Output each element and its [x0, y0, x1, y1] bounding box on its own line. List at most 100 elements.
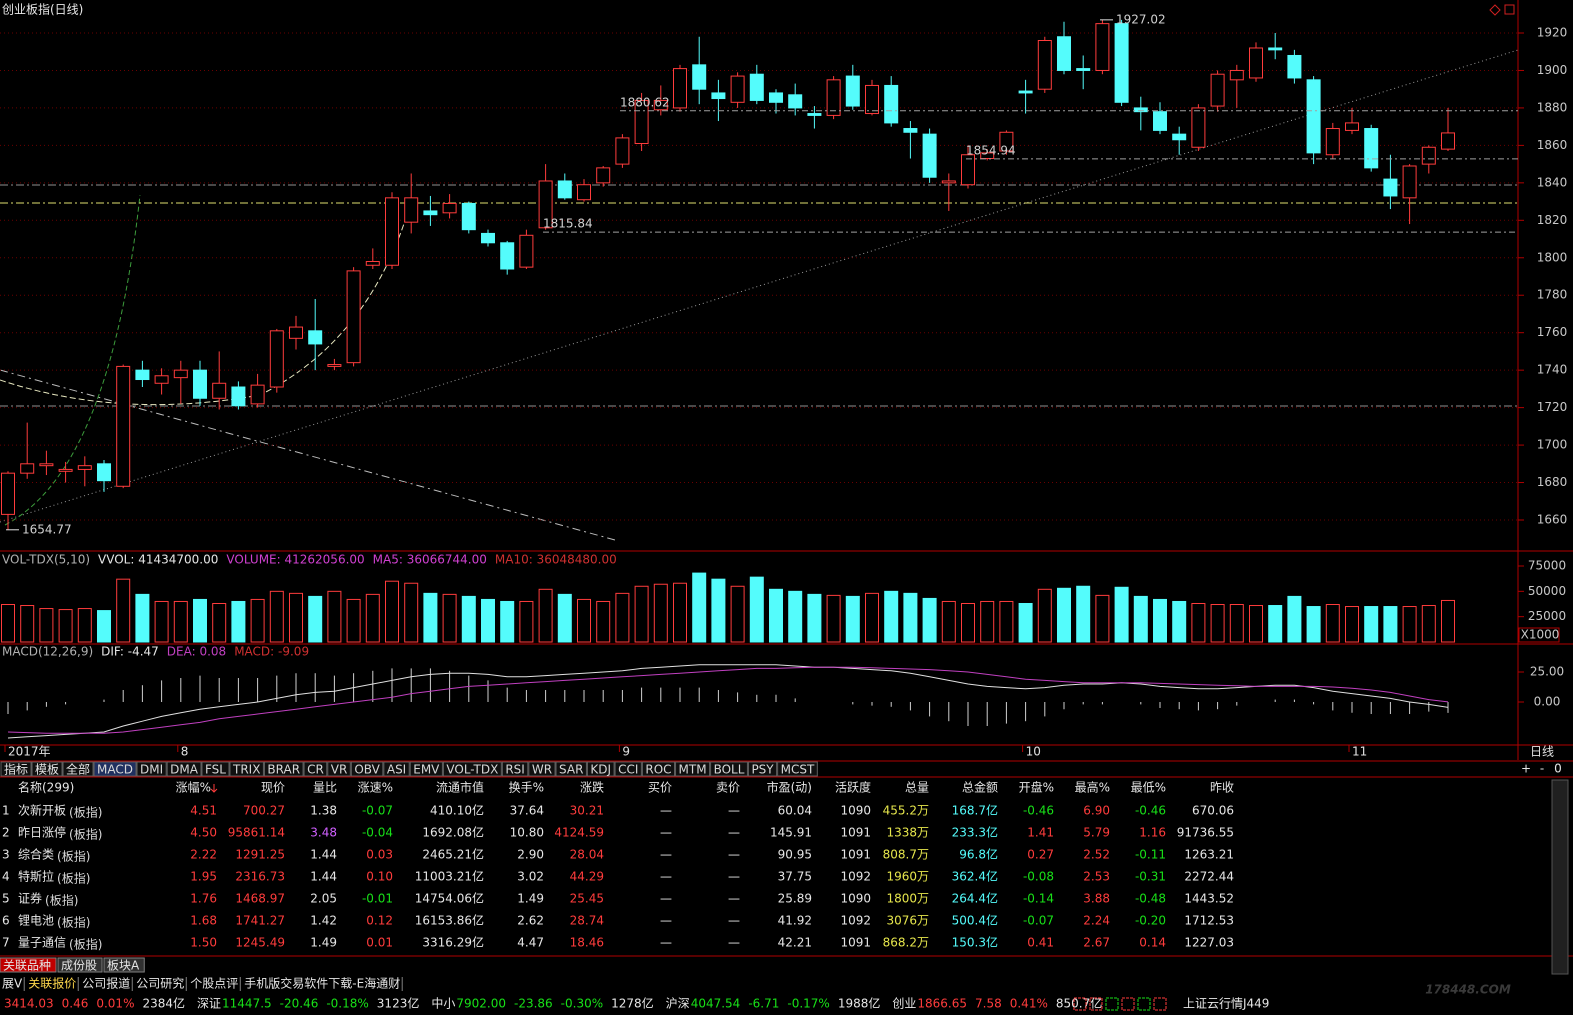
- table-cell: 150.3亿: [952, 935, 998, 950]
- indicator-tab[interactable]: 模板: [35, 763, 59, 777]
- column-header[interactable]: 总金额: [962, 780, 998, 795]
- tab-frame[interactable]: [31, 761, 63, 777]
- tab-frame[interactable]: [201, 761, 230, 777]
- candle-body: [653, 99, 668, 111]
- bottom-tab[interactable]: 板块A: [107, 959, 140, 973]
- tab-frame[interactable]: [555, 761, 587, 777]
- cloud-status[interactable]: 上证云行情J449: [1183, 997, 1269, 1011]
- tab-frame[interactable]: [136, 761, 167, 777]
- column-header[interactable]: 开盘%: [1019, 780, 1054, 795]
- zoom-button[interactable]: +: [1521, 762, 1531, 776]
- bottom-tab-frame[interactable]: [57, 957, 103, 973]
- tab-frame[interactable]: [614, 761, 642, 777]
- indicator-tab[interactable]: BOLL: [714, 763, 745, 777]
- bottom-tab[interactable]: 成份股: [61, 959, 97, 973]
- tab-frame[interactable]: [409, 761, 443, 777]
- column-header[interactable]: 涨幅%: [176, 780, 211, 795]
- table-cell: 1092: [840, 870, 871, 884]
- info-link[interactable]: 关联报价: [28, 976, 76, 991]
- indicator-tab[interactable]: 全部: [66, 762, 90, 777]
- tab-frame[interactable]: [166, 761, 202, 777]
- column-header[interactable]: 最高%: [1075, 780, 1110, 795]
- volume-bar: [97, 610, 111, 643]
- column-header[interactable]: 昨收: [1210, 781, 1234, 795]
- bottom-tab[interactable]: 关联品种: [3, 959, 51, 973]
- tab-frame[interactable]: [710, 761, 748, 777]
- window-icon[interactable]: [1504, 4, 1515, 15]
- indicator-tab[interactable]: CR: [307, 763, 324, 777]
- column-header[interactable]: 涨跌: [580, 780, 604, 795]
- indicator-tab[interactable]: BRAR: [267, 763, 300, 777]
- tab-frame[interactable]: [350, 761, 384, 777]
- candle-body: [865, 84, 879, 115]
- candle-body: [788, 94, 803, 109]
- indicator-tab[interactable]: TRIX: [232, 763, 260, 777]
- tab-frame[interactable]: [675, 761, 711, 777]
- volume-bar: [1421, 605, 1436, 643]
- tab-frame[interactable]: [777, 761, 818, 777]
- tab-frame[interactable]: [501, 761, 529, 777]
- tab-frame[interactable]: [62, 761, 94, 777]
- tab-frame[interactable]: [263, 761, 304, 777]
- column-header[interactable]: 现价: [261, 781, 285, 795]
- tab-frame[interactable]: [528, 761, 556, 777]
- indicator-tab[interactable]: VOL-TDX: [446, 763, 498, 777]
- column-header[interactable]: 活跃度: [835, 780, 871, 795]
- indicator-tab[interactable]: ASI: [387, 763, 406, 777]
- table-cell: 0.03: [366, 848, 393, 862]
- indicator-tab[interactable]: VR: [331, 763, 348, 777]
- bottom-tab-frame[interactable]: [0, 957, 57, 973]
- table-cell: 11003.21亿: [415, 869, 484, 884]
- window-icon[interactable]: [1489, 4, 1501, 16]
- column-header[interactable]: 最低%: [1131, 781, 1166, 795]
- tab-frame[interactable]: [93, 761, 137, 777]
- column-header[interactable]: 总量: [905, 781, 929, 795]
- table-cell: 90.95: [778, 848, 812, 862]
- indicator-tab[interactable]: EMV: [413, 763, 440, 777]
- info-link[interactable]: 公司研究: [136, 976, 184, 991]
- indicator-tab[interactable]: OBV: [354, 763, 380, 777]
- tab-frame[interactable]: [229, 761, 264, 777]
- indicator-tab[interactable]: ROC: [645, 763, 671, 777]
- indicator-tab[interactable]: CCI: [618, 763, 638, 777]
- indicator-tab[interactable]: PSY: [751, 763, 774, 777]
- indicator-tab[interactable]: DMA: [170, 763, 199, 777]
- indicator-tab[interactable]: WR: [532, 763, 552, 777]
- tab-frame[interactable]: [303, 761, 328, 777]
- indicator-tab[interactable]: SAR: [559, 763, 583, 777]
- column-header[interactable]: 流通市值: [436, 780, 484, 795]
- zoom-button[interactable]: 0: [1554, 762, 1562, 776]
- column-header[interactable]: 量比: [313, 781, 337, 795]
- scrollbar[interactable]: [1551, 779, 1569, 975]
- bottom-tab-frame[interactable]: [103, 957, 145, 973]
- info-link[interactable]: 手机版交易软件下载-E海通财: [244, 976, 400, 991]
- indicator-tab[interactable]: MTM: [679, 763, 707, 777]
- tab-frame[interactable]: [327, 761, 351, 777]
- indicator-tab[interactable]: DMI: [140, 763, 163, 777]
- tab-frame[interactable]: [383, 761, 410, 777]
- column-header[interactable]: 换手%: [509, 781, 544, 795]
- column-header[interactable]: 涨速%: [358, 780, 393, 795]
- tab-frame[interactable]: [747, 761, 778, 777]
- indicator-tab[interactable]: 指标: [4, 762, 28, 777]
- table-cell: 2.22: [190, 848, 217, 862]
- table-cell: 1091: [840, 848, 871, 862]
- indicator-tab[interactable]: KDJ: [590, 763, 611, 777]
- info-link[interactable]: 公司报道: [82, 976, 130, 991]
- column-header[interactable]: 市盈(动): [767, 780, 812, 795]
- indicator-tab[interactable]: FSL: [205, 763, 226, 777]
- zoom-button[interactable]: -: [1540, 762, 1544, 776]
- indicator-tab[interactable]: RSI: [505, 763, 525, 777]
- tab-frame[interactable]: [641, 761, 676, 777]
- tab-frame[interactable]: [586, 761, 615, 777]
- indicator-tab[interactable]: MCST: [781, 763, 815, 777]
- column-header[interactable]: 卖价: [716, 781, 740, 795]
- volume-bar: [1249, 605, 1263, 643]
- info-link[interactable]: 展V: [2, 977, 23, 991]
- column-header[interactable]: 买价: [648, 781, 672, 795]
- indicator-tab[interactable]: MACD: [97, 763, 133, 777]
- candle-body: [116, 365, 131, 487]
- tab-frame[interactable]: [0, 761, 32, 777]
- tab-frame[interactable]: [442, 761, 502, 777]
- info-link[interactable]: 个股点评: [190, 977, 238, 991]
